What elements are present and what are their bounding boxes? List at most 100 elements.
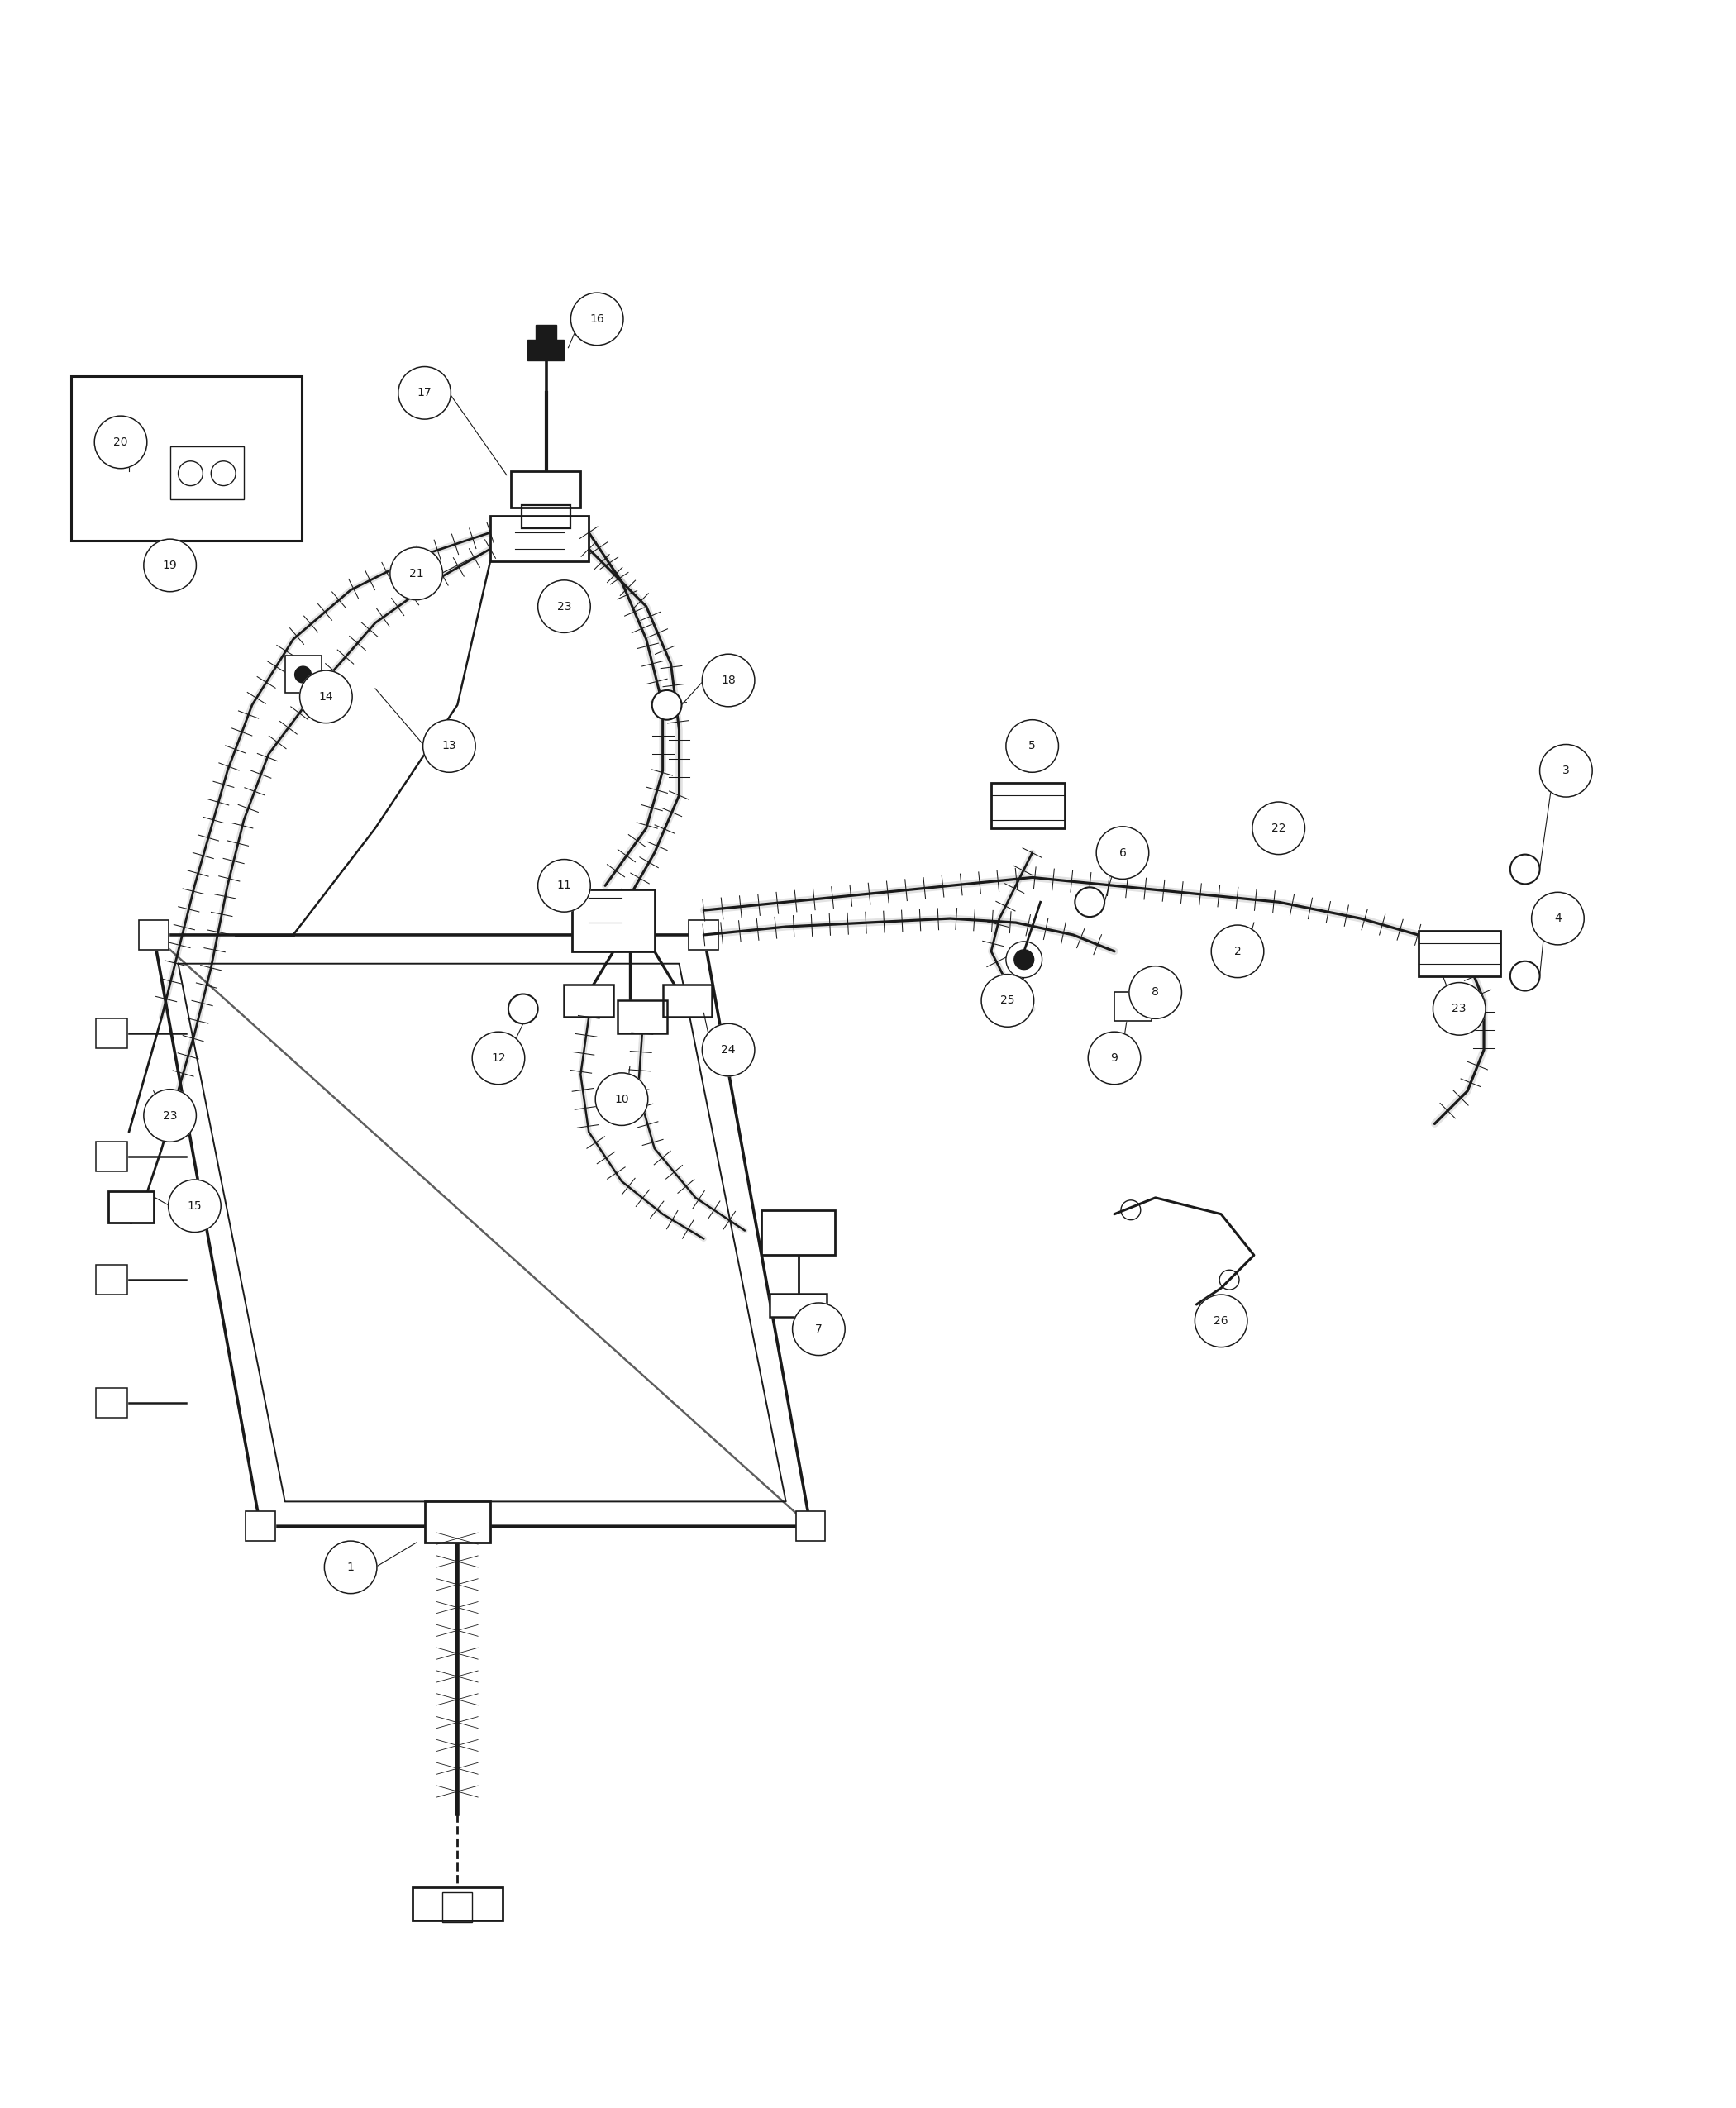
Bar bbox=[762, 1210, 835, 1254]
Bar bbox=[618, 1001, 667, 1033]
Bar bbox=[1115, 993, 1151, 1020]
Text: 26: 26 bbox=[1213, 1315, 1229, 1326]
Bar bbox=[425, 1501, 490, 1543]
Bar bbox=[95, 1143, 127, 1172]
Text: 6: 6 bbox=[1120, 847, 1127, 858]
Bar bbox=[285, 656, 321, 694]
Text: 4: 4 bbox=[1554, 913, 1561, 923]
Circle shape bbox=[1432, 982, 1486, 1035]
Text: 17: 17 bbox=[417, 388, 432, 398]
Text: 7: 7 bbox=[816, 1324, 823, 1334]
Circle shape bbox=[144, 1090, 196, 1143]
Text: 9: 9 bbox=[1111, 1052, 1118, 1065]
Text: 10: 10 bbox=[615, 1094, 628, 1105]
Bar bbox=[425, 1501, 490, 1543]
Text: 14: 14 bbox=[319, 691, 333, 702]
Circle shape bbox=[325, 1541, 377, 1594]
Circle shape bbox=[1540, 744, 1592, 797]
Bar bbox=[573, 890, 654, 951]
Text: 24: 24 bbox=[720, 1043, 736, 1056]
Text: 23: 23 bbox=[1451, 1003, 1467, 1014]
Bar bbox=[521, 506, 571, 529]
Bar bbox=[564, 984, 613, 1016]
Bar bbox=[95, 1389, 127, 1419]
Bar bbox=[108, 1191, 153, 1223]
Text: 13: 13 bbox=[443, 740, 457, 753]
Bar bbox=[170, 447, 243, 500]
Bar bbox=[689, 921, 719, 951]
Bar bbox=[689, 921, 719, 951]
Circle shape bbox=[144, 540, 196, 592]
Circle shape bbox=[1097, 826, 1149, 879]
Bar bbox=[490, 516, 589, 561]
Text: 15: 15 bbox=[187, 1199, 201, 1212]
Bar bbox=[95, 1265, 127, 1294]
Bar bbox=[521, 506, 571, 529]
Circle shape bbox=[300, 670, 352, 723]
Bar bbox=[95, 1018, 127, 1048]
Bar bbox=[663, 984, 712, 1016]
Circle shape bbox=[1510, 854, 1540, 883]
Circle shape bbox=[1531, 892, 1583, 944]
Circle shape bbox=[701, 1024, 755, 1077]
Bar bbox=[762, 1210, 835, 1254]
Bar bbox=[285, 656, 321, 694]
Text: 23: 23 bbox=[163, 1109, 177, 1121]
Circle shape bbox=[168, 1180, 220, 1233]
Circle shape bbox=[1194, 1294, 1248, 1347]
Circle shape bbox=[391, 548, 443, 601]
Bar bbox=[443, 1893, 472, 1922]
Bar bbox=[1418, 932, 1500, 976]
Circle shape bbox=[653, 689, 682, 719]
Circle shape bbox=[1014, 951, 1035, 970]
Bar bbox=[95, 1018, 127, 1048]
Text: 12: 12 bbox=[491, 1052, 505, 1065]
Text: 18: 18 bbox=[720, 675, 736, 685]
Bar bbox=[663, 984, 712, 1016]
Bar bbox=[535, 325, 556, 339]
Bar bbox=[618, 1001, 667, 1033]
Circle shape bbox=[1510, 961, 1540, 991]
Bar bbox=[95, 1389, 127, 1419]
Circle shape bbox=[1075, 887, 1104, 917]
Bar bbox=[795, 1511, 825, 1541]
Bar bbox=[795, 1511, 825, 1541]
Circle shape bbox=[295, 666, 311, 683]
Text: 20: 20 bbox=[113, 436, 128, 449]
Bar bbox=[95, 1143, 127, 1172]
Text: 3: 3 bbox=[1562, 765, 1569, 776]
Text: 11: 11 bbox=[557, 879, 571, 892]
Circle shape bbox=[792, 1303, 845, 1355]
Circle shape bbox=[595, 1073, 648, 1126]
Bar bbox=[1115, 993, 1151, 1020]
Text: 25: 25 bbox=[1000, 995, 1016, 1006]
Bar bbox=[564, 984, 613, 1016]
Bar bbox=[510, 470, 580, 508]
Text: 2: 2 bbox=[1234, 946, 1241, 957]
Text: 1: 1 bbox=[347, 1562, 354, 1573]
Text: 21: 21 bbox=[410, 567, 424, 580]
Text: 22: 22 bbox=[1271, 822, 1286, 835]
Text: 16: 16 bbox=[590, 314, 604, 325]
Circle shape bbox=[120, 441, 139, 460]
Bar bbox=[769, 1294, 826, 1318]
Bar bbox=[411, 1887, 502, 1920]
Circle shape bbox=[538, 580, 590, 632]
Bar bbox=[71, 377, 302, 542]
Circle shape bbox=[1005, 719, 1059, 772]
Circle shape bbox=[472, 1031, 524, 1084]
Bar bbox=[443, 1893, 472, 1922]
Text: 5: 5 bbox=[1029, 740, 1036, 753]
Bar bbox=[769, 1294, 826, 1318]
Bar bbox=[991, 782, 1066, 828]
Circle shape bbox=[571, 293, 623, 346]
Bar bbox=[490, 516, 589, 561]
Circle shape bbox=[509, 995, 538, 1024]
Bar bbox=[139, 921, 168, 951]
Bar bbox=[245, 1511, 274, 1541]
Text: 8: 8 bbox=[1151, 987, 1160, 999]
Bar bbox=[108, 1191, 153, 1223]
Bar bbox=[245, 1511, 274, 1541]
Bar bbox=[991, 782, 1066, 828]
Circle shape bbox=[538, 860, 590, 913]
